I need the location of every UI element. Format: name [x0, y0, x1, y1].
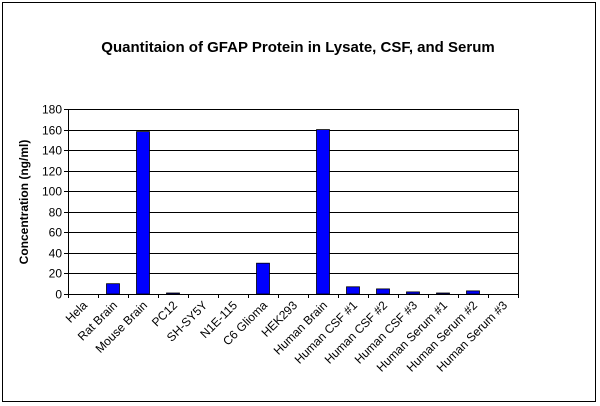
bar [136, 131, 150, 295]
chart-title: Quantitaion of GFAP Protein in Lysate, C… [101, 39, 494, 56]
bar [256, 262, 270, 295]
bar [406, 291, 420, 295]
bars [106, 129, 480, 295]
bar [106, 283, 120, 295]
y-tick-label: 80 [49, 206, 63, 220]
bar [316, 129, 330, 295]
y-tick-labels: 0 20 40 60 80 100 120 140 160 180 [42, 103, 62, 302]
y-tick-label: 120 [42, 165, 62, 179]
chart-frame [2, 2, 596, 402]
bar [436, 292, 450, 295]
y-tick-label: 0 [55, 288, 62, 302]
bar [466, 290, 480, 295]
y-axis-label: Concentration (ng/ml) [17, 140, 31, 265]
bar [166, 292, 180, 295]
axes [64, 109, 519, 298]
bar [376, 288, 390, 295]
y-tick-label: 180 [42, 103, 62, 117]
y-tick-label: 20 [49, 267, 63, 281]
y-tick-label: 60 [49, 226, 63, 240]
y-tick-label: 160 [42, 124, 62, 138]
gridlines [68, 109, 518, 274]
y-tick-label: 100 [42, 185, 62, 199]
bar [346, 286, 360, 295]
y-tick-label: 40 [49, 247, 63, 261]
y-tick-label: 140 [42, 144, 62, 158]
